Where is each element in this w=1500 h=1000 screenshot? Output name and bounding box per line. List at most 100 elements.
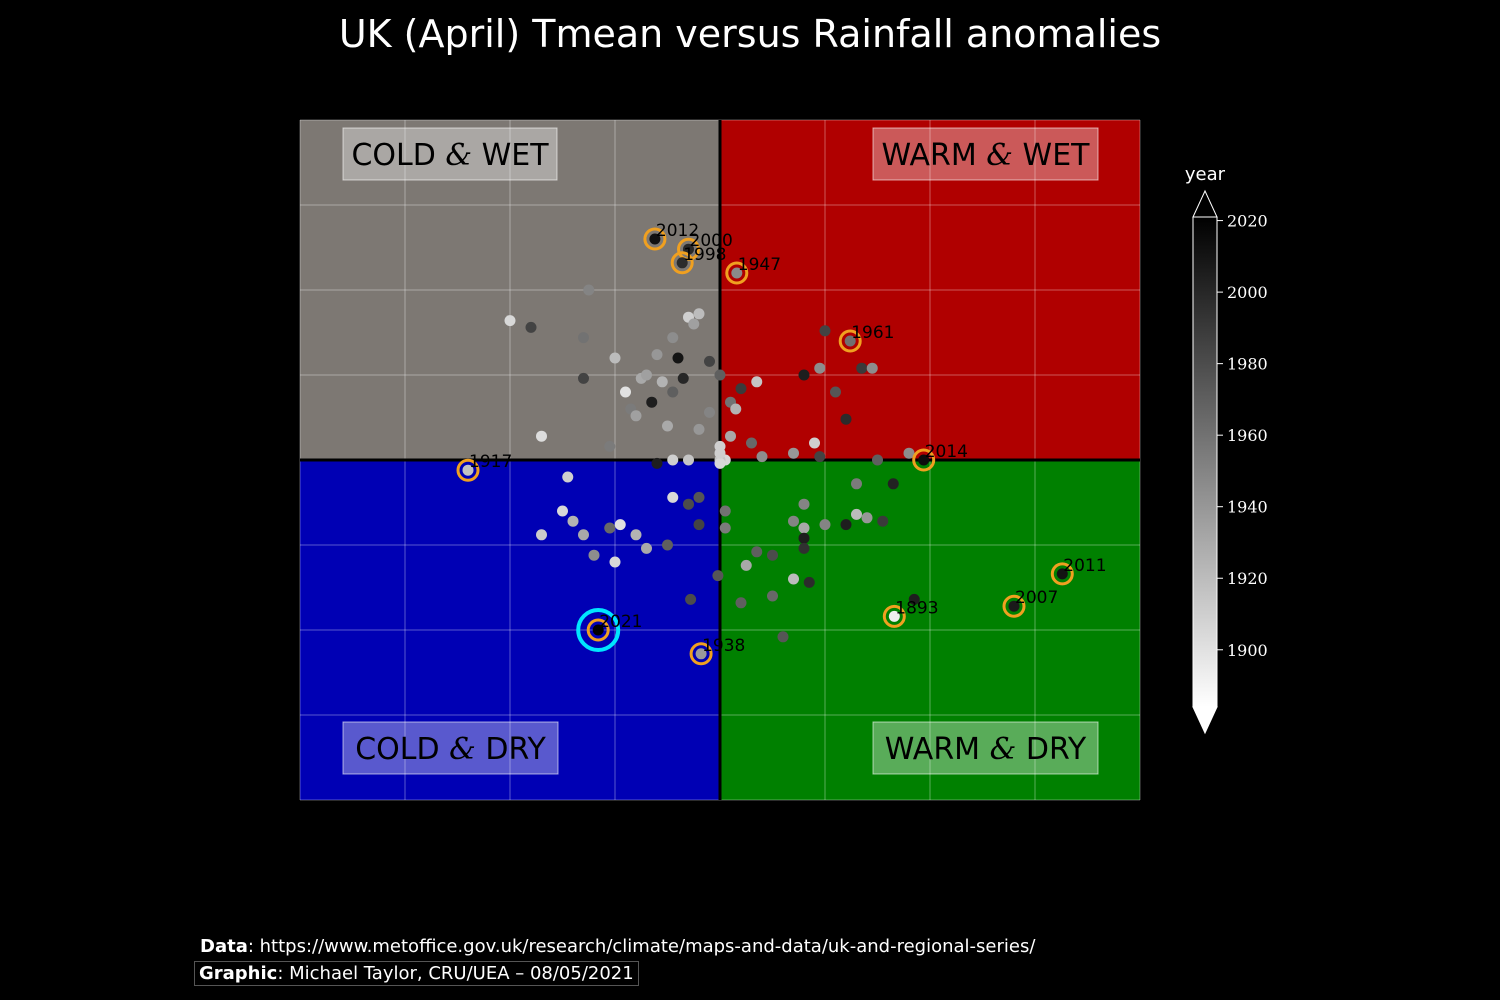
data-point xyxy=(751,546,763,558)
highlight-ring xyxy=(586,618,610,642)
labeled-point xyxy=(1008,600,1020,612)
quadrant-warm-wet xyxy=(720,120,1140,460)
highlight-ring xyxy=(882,604,906,628)
point-label: 1938 xyxy=(702,636,745,656)
colorbar-tick-label: 2020 xyxy=(1227,212,1268,231)
labeled-point xyxy=(649,233,661,245)
data-point xyxy=(767,590,778,602)
data-point xyxy=(877,515,889,527)
data-point xyxy=(536,430,547,442)
data-point xyxy=(677,372,689,384)
data-point xyxy=(578,372,589,384)
warm-wet-label: WARM & WET xyxy=(881,138,1090,173)
data-point xyxy=(714,447,726,459)
data-point xyxy=(777,631,789,643)
data-point xyxy=(887,478,899,490)
data-point xyxy=(798,522,810,534)
data-source-text: : https://www.metoffice.gov.uk/research/… xyxy=(247,936,1036,957)
highlight-ring xyxy=(1002,594,1026,618)
data-point xyxy=(908,593,920,605)
point-label: 1917 xyxy=(469,452,512,472)
data-point xyxy=(667,332,679,344)
data-point xyxy=(672,352,684,364)
data-point xyxy=(693,519,705,531)
data-point xyxy=(719,522,731,534)
data-point xyxy=(562,471,574,483)
colorbar-tick-label: 1960 xyxy=(1227,426,1268,445)
labeled-point xyxy=(888,610,900,622)
data-point xyxy=(662,539,673,551)
chart-title: UK (April) Tmean versus Rainfall anomali… xyxy=(338,12,1162,56)
data-point xyxy=(798,532,810,544)
data-point xyxy=(651,457,663,469)
data-point xyxy=(756,451,768,463)
data-point xyxy=(578,332,589,344)
data-point xyxy=(588,549,600,561)
warm-dry-box xyxy=(872,721,1099,775)
data-point xyxy=(809,437,820,449)
data-point xyxy=(798,369,810,381)
data-point xyxy=(662,420,673,432)
data-point xyxy=(667,491,679,503)
data-point xyxy=(719,505,731,517)
data-point xyxy=(641,542,652,554)
data-point xyxy=(735,597,747,609)
graphic-label: Graphic xyxy=(199,963,278,984)
data-point xyxy=(685,593,697,605)
cold-dry-label: COLD & DRY xyxy=(355,732,546,767)
data-point xyxy=(712,570,724,582)
point-label: 2007 xyxy=(1015,588,1058,608)
data-point xyxy=(557,505,568,517)
data-point xyxy=(851,478,862,490)
data-point xyxy=(646,396,658,408)
graphic-credit: Graphic: Michael Taylor, CRU/UEA – 08/05… xyxy=(194,961,639,986)
data-point xyxy=(819,325,831,337)
labeled-point xyxy=(462,464,474,476)
data-point xyxy=(693,423,705,435)
cold-wet-label: COLD & WET xyxy=(351,138,549,173)
highlight-ring xyxy=(456,458,480,482)
point-label: 1947 xyxy=(738,255,781,275)
data-point xyxy=(851,508,862,520)
data-point xyxy=(651,349,663,361)
data-point xyxy=(614,519,626,531)
data-point xyxy=(693,308,705,320)
data-point xyxy=(767,549,778,561)
cold-dry-box xyxy=(342,721,559,775)
highlight-ring xyxy=(1050,562,1074,586)
data-point xyxy=(798,542,810,554)
data-point xyxy=(578,529,589,541)
data-point xyxy=(683,454,694,466)
labeled-point xyxy=(695,648,707,660)
data-point xyxy=(704,406,715,418)
data-point xyxy=(583,284,595,296)
data-point xyxy=(746,437,757,449)
data-label: Data xyxy=(200,936,248,957)
colorbar-tick-label: 1900 xyxy=(1227,641,1268,660)
highlight-ring xyxy=(912,448,936,472)
data-point xyxy=(630,410,642,422)
labeled-point xyxy=(592,624,604,636)
data-point xyxy=(735,383,747,395)
colorbar-tick-label: 1920 xyxy=(1227,569,1268,588)
data-point xyxy=(840,519,852,531)
colorbar-gradient xyxy=(1192,216,1218,708)
data-point xyxy=(819,519,831,531)
cold-wet-box xyxy=(342,127,558,181)
point-label: 1998 xyxy=(683,245,726,265)
data-point xyxy=(751,376,763,388)
data-point xyxy=(866,362,878,374)
colorbar-label: year xyxy=(1185,164,1226,185)
point-label: 2021 xyxy=(599,612,642,632)
data-point xyxy=(803,576,815,588)
data-point xyxy=(683,498,694,510)
data-point xyxy=(840,413,852,425)
data-point xyxy=(525,321,537,333)
data-point xyxy=(861,512,873,524)
data-point xyxy=(903,447,915,459)
colorbar-tick-label: 1940 xyxy=(1227,498,1268,517)
highlight-ring xyxy=(670,251,694,275)
labeled-point xyxy=(1056,568,1068,580)
data-point xyxy=(788,515,799,527)
